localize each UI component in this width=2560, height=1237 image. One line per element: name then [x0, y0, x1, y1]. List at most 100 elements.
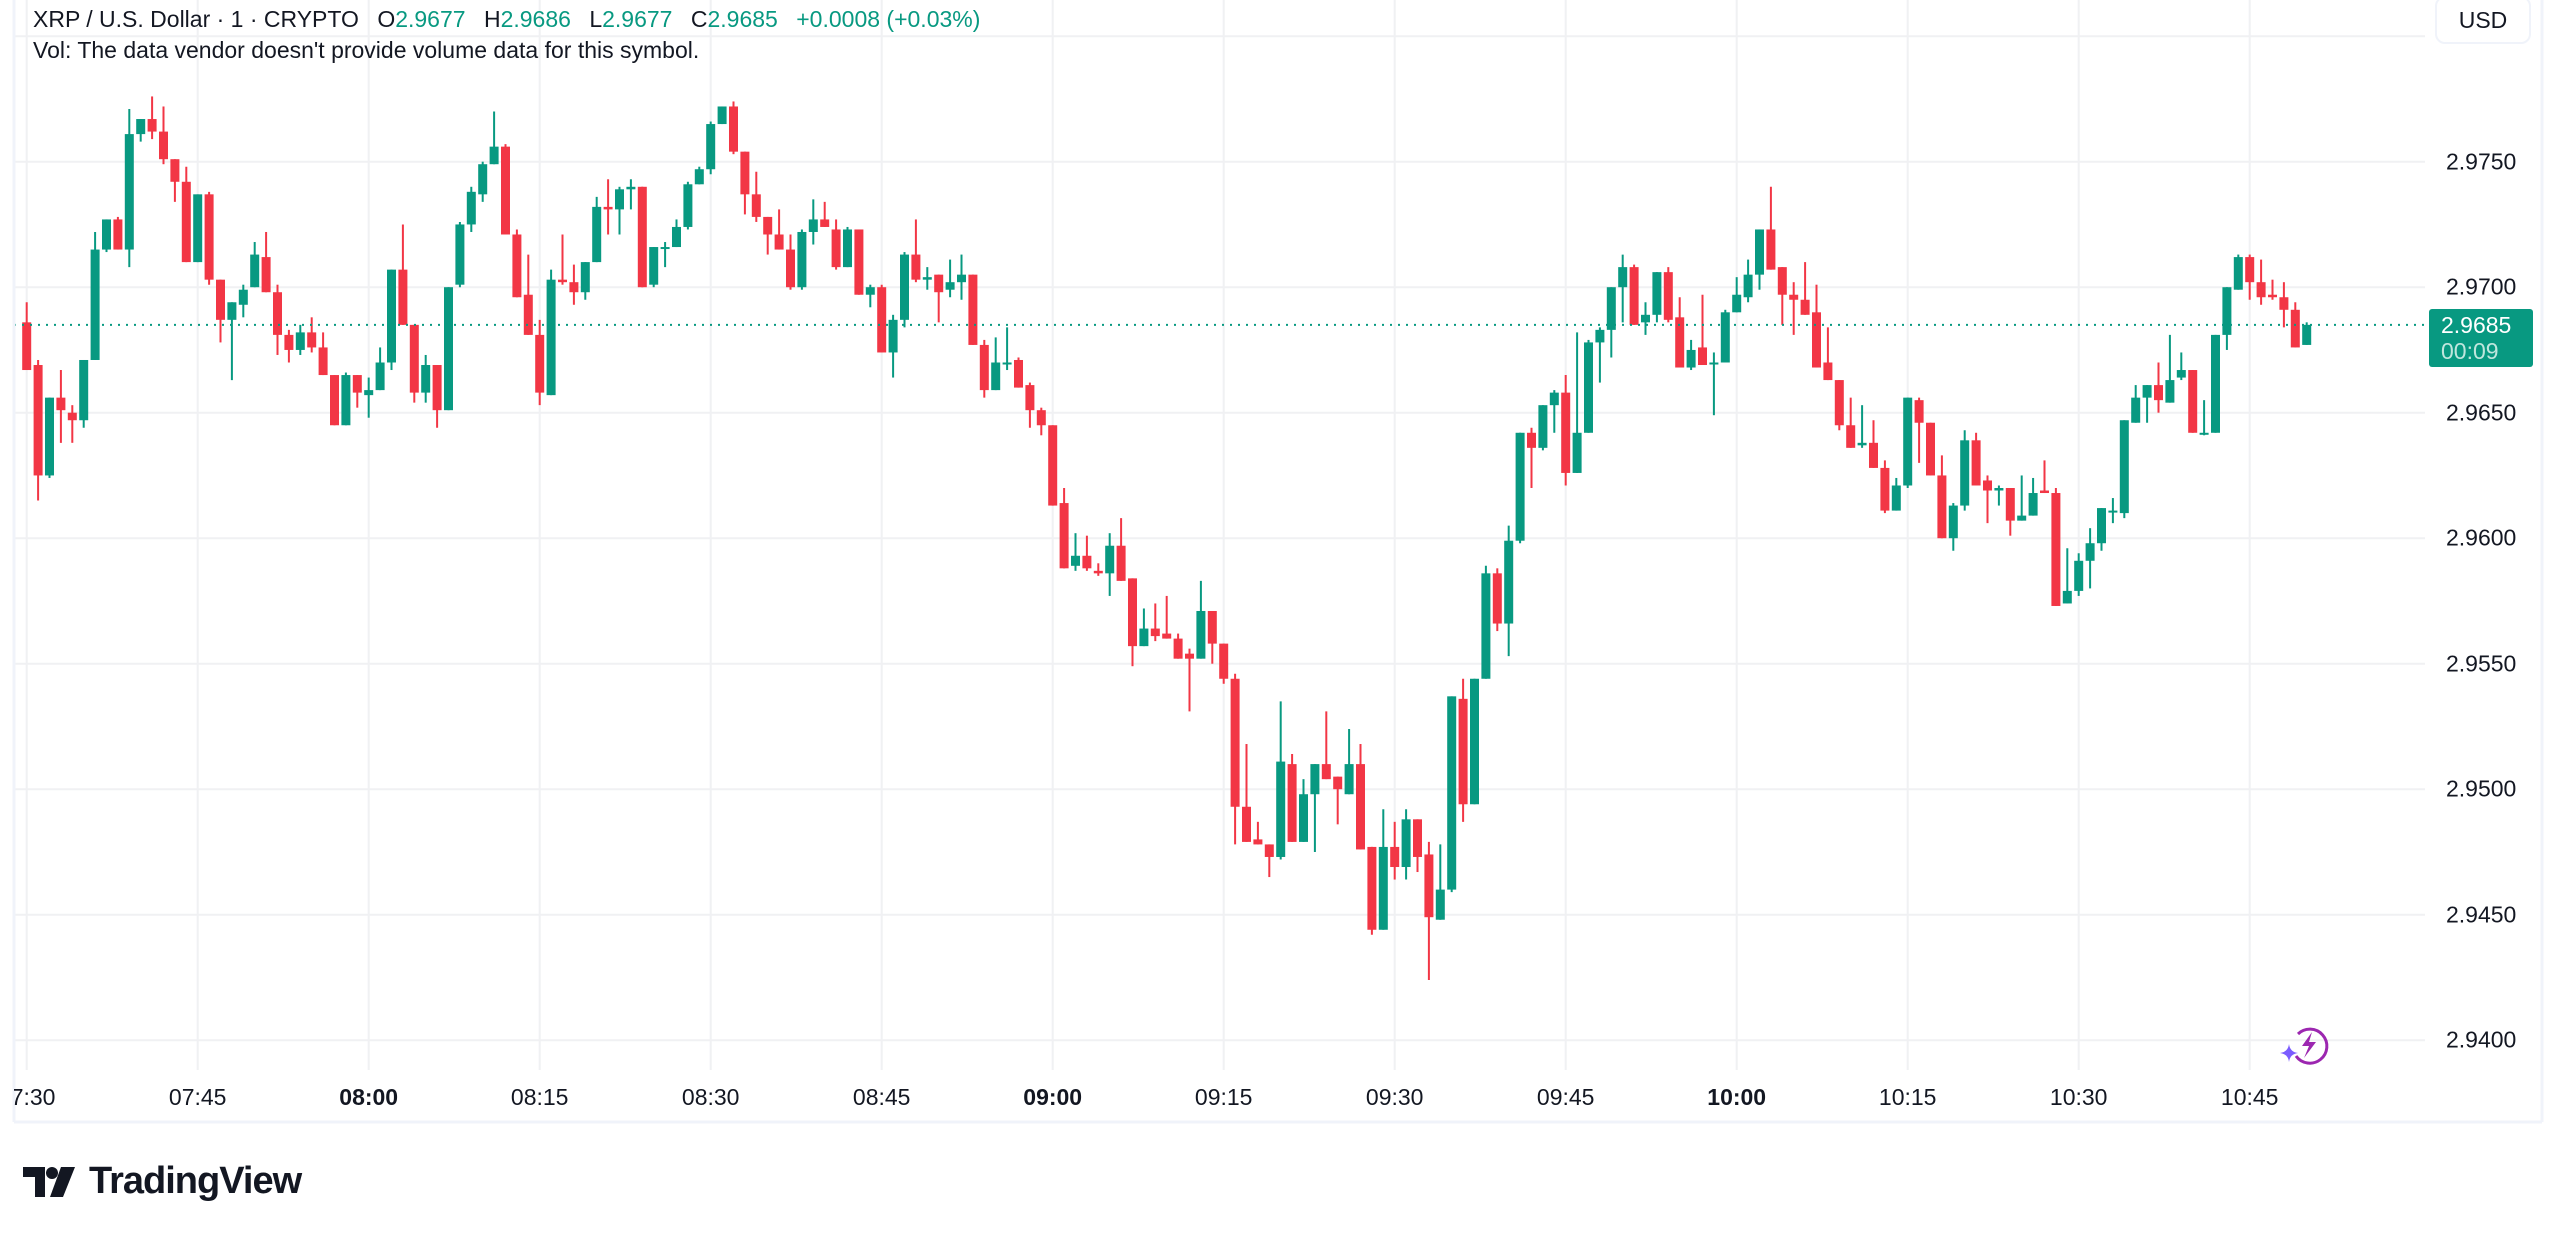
- time-tick-label: 10:00: [1707, 1084, 1767, 1110]
- candle-body: [1823, 362, 1833, 381]
- candle-body: [1755, 229, 1764, 275]
- time-axis[interactable]: 07:30 07:45 08:00 08:15 08:30 08:45 09:00 09:15…: [14, 1070, 2542, 1122]
- candle-body: [2074, 560, 2084, 591]
- candle: [1071, 533, 1080, 571]
- candle-body: [102, 219, 111, 250]
- last-price-value: 2.9685: [2441, 311, 2512, 338]
- candle: [774, 209, 784, 250]
- candle-body: [1743, 274, 1753, 298]
- candle: [1093, 563, 1103, 576]
- candle: [432, 365, 442, 428]
- candle: [672, 219, 681, 248]
- candle-body: [1173, 638, 1183, 659]
- candle: [1333, 776, 1343, 825]
- candle: [444, 287, 453, 411]
- symbol-title[interactable]: XRP / U.S. Dollar · 1 · CRYPTO: [33, 6, 359, 32]
- price-tick-label: 2.9450: [2446, 901, 2517, 928]
- candle-body: [523, 294, 533, 335]
- candle: [660, 242, 670, 268]
- candle: [1732, 277, 1742, 313]
- candle: [67, 405, 77, 443]
- candle: [1743, 259, 1753, 303]
- candle: [478, 161, 488, 202]
- candle: [2142, 385, 2152, 423]
- candle-body: [147, 119, 157, 132]
- candle: [2074, 553, 2084, 596]
- candle: [1185, 648, 1194, 712]
- candle: [1800, 262, 1810, 315]
- candle: [1652, 272, 1662, 323]
- candle: [1139, 608, 1149, 647]
- candle: [124, 108, 134, 268]
- candle-body: [1219, 643, 1229, 679]
- candle: [1698, 294, 1707, 366]
- price-tick-label: 2.9400: [2446, 1026, 2517, 1053]
- candle-body: [808, 219, 818, 232]
- candle-body: [1071, 555, 1080, 566]
- candle-body: [660, 247, 670, 250]
- time-tick-label: 10:15: [1878, 1084, 1937, 1110]
- candle-body: [957, 274, 966, 283]
- candle: [113, 216, 123, 250]
- candle: [1025, 382, 1035, 428]
- currency-button[interactable]: USD: [2435, 0, 2531, 44]
- candle-body: [603, 206, 613, 210]
- candle-body: [489, 146, 499, 165]
- candle: [1891, 477, 1901, 511]
- candle: [683, 181, 693, 230]
- candle-body: [79, 359, 89, 421]
- candle-body: [2005, 488, 2015, 521]
- candle: [877, 284, 887, 353]
- change-value: +0.0008 (+0.03%): [796, 6, 981, 32]
- candle-body: [888, 319, 898, 353]
- candle-body: [2097, 508, 2106, 544]
- candle-body: [1869, 442, 1878, 468]
- candle: [843, 226, 852, 268]
- candle-body: [740, 151, 750, 195]
- candle: [250, 242, 260, 288]
- candle-body: [843, 229, 852, 268]
- candle-body: [45, 397, 54, 476]
- candle: [307, 317, 317, 353]
- candle-body: [1014, 359, 1023, 388]
- candle-body: [1960, 440, 1970, 506]
- time-tick-label: 07:30: [14, 1084, 56, 1110]
- candle-body: [1914, 400, 1924, 423]
- candle-body: [1606, 287, 1616, 330]
- candle: [888, 314, 898, 378]
- candle: [991, 337, 1001, 391]
- candle: [1618, 254, 1628, 323]
- candle-body: [2290, 309, 2300, 348]
- candle-body: [569, 282, 579, 293]
- open-label: O: [377, 6, 396, 32]
- candle: [193, 194, 203, 263]
- candle-body: [501, 146, 510, 235]
- candle: [820, 201, 830, 227]
- candle: [1014, 357, 1023, 388]
- candle: [238, 284, 248, 318]
- candle-body: [717, 106, 727, 125]
- candle-body: [455, 224, 465, 285]
- close-value: 2.9685: [707, 6, 778, 32]
- candle: [2017, 475, 2027, 521]
- candle: [1846, 397, 1856, 448]
- candle: [1162, 595, 1172, 639]
- candle-body: [238, 289, 248, 305]
- candle: [2188, 370, 2198, 433]
- tradingview-logo[interactable]: TradingView: [23, 1160, 302, 1203]
- time-tick-label: 08:45: [852, 1084, 911, 1110]
- symbol-legend: XRP / U.S. Dollar · 1 · CRYPTO O2.9677 H…: [33, 4, 980, 34]
- candle: [2119, 420, 2129, 519]
- low-label: L: [589, 6, 603, 32]
- candle: [1424, 841, 1434, 980]
- lightning-assistant-icon[interactable]: [2276, 1022, 2332, 1070]
- candle-body: [945, 282, 955, 290]
- candle: [2165, 334, 2175, 403]
- candle-body: [1641, 314, 1650, 323]
- candle-body: [1983, 480, 1992, 491]
- candle: [2062, 548, 2072, 604]
- candle: [1310, 764, 1320, 852]
- candle-body: [751, 194, 761, 217]
- candle-body: [694, 169, 704, 185]
